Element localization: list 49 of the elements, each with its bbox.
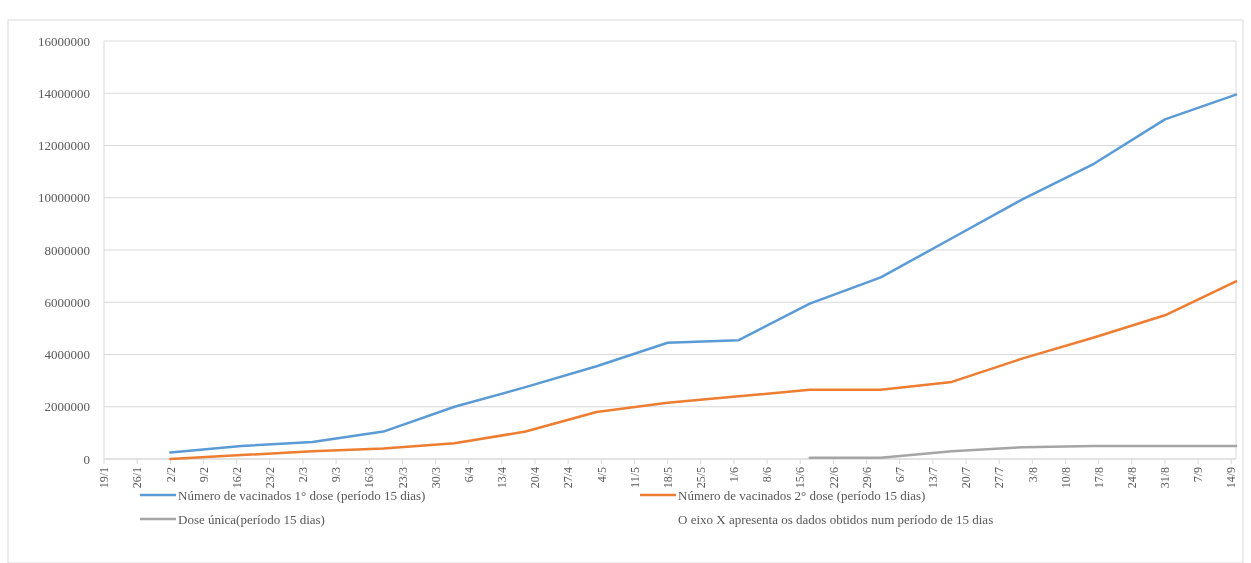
- x-tick-label: 7/9: [1191, 467, 1206, 483]
- legend-label: Número de vacinados 1° dose (período 15 dias): [178, 487, 426, 503]
- y-tick-label: 2000000: [44, 399, 90, 415]
- x-tick-label: 17/8: [1091, 467, 1106, 489]
- x-tick-label: 27/7: [992, 467, 1007, 489]
- x-tick-label: 18/5: [660, 467, 675, 489]
- x-tick-label: 10/8: [1058, 467, 1073, 489]
- y-tick-label: 10000000: [38, 190, 90, 206]
- x-tick-label: 14/9: [1224, 467, 1239, 489]
- x-tick-label: 16/2: [229, 467, 244, 489]
- x-tick-label: 24/8: [1125, 467, 1139, 489]
- x-tick-label: 23/2: [262, 467, 277, 489]
- x-tick-label: 20/4: [528, 467, 543, 489]
- y-tick-label: 12000000: [38, 138, 90, 154]
- x-tick-label: 2/2: [163, 467, 178, 483]
- y-tick-label: 6000000: [44, 294, 90, 310]
- x-tick-label: 29/6: [859, 467, 874, 489]
- legend-label: Dose única(período 15 dias): [178, 511, 325, 527]
- x-tick-label: 3/8: [1025, 467, 1040, 483]
- x-tick-label: 13/7: [926, 467, 941, 489]
- x-tick-label: 11/5: [627, 467, 642, 488]
- x-tick-label: 6/4: [461, 467, 476, 483]
- x-tick-label: 22/6: [826, 467, 841, 489]
- x-tick-label: 9/3: [329, 467, 344, 483]
- x-tick-label: 8/6: [760, 467, 775, 483]
- x-tick-label: 2/3: [296, 467, 311, 483]
- x-tick-label: 26/1: [130, 467, 145, 489]
- y-tick-label: 0: [83, 451, 90, 467]
- text: O eixo X apresenta os dados obtidos num período de 15 dias: [678, 511, 994, 527]
- x-tick-label: 23/3: [395, 467, 410, 489]
- x-tick-label: 1/6: [727, 467, 742, 483]
- x-tick-label: 31/8: [1158, 467, 1173, 489]
- y-tick-label: 16000000: [38, 33, 90, 49]
- x-tick-label: 15/6: [793, 467, 808, 489]
- x-tick-label: 27/4: [561, 467, 576, 489]
- y-tick-label: 4000000: [44, 347, 90, 363]
- x-tick-label: 9/2: [196, 467, 211, 483]
- x-tick-label: 25/5: [693, 467, 708, 489]
- legend-label: Número de vacinados 2° dose (período 15 dias): [678, 487, 926, 503]
- x-tick-label: 4/5: [594, 467, 609, 483]
- x-tick-label: 19/1: [97, 467, 112, 489]
- x-tick-label: 13/4: [495, 467, 510, 489]
- x-tick-label: 30/3: [428, 467, 443, 489]
- x-tick-label: 6/7: [892, 467, 907, 483]
- x-tick-label: 16/3: [362, 467, 377, 489]
- x-tick-label: 20/7: [959, 467, 974, 489]
- line-series: [808, 444, 1238, 459]
- y-tick-label: 8000000: [44, 242, 90, 258]
- y-tick-label: 14000000: [38, 85, 90, 101]
